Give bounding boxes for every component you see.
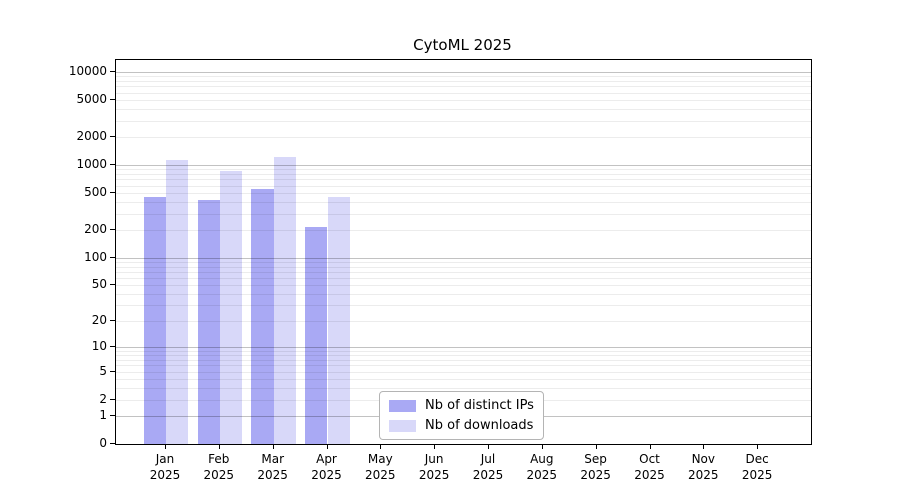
y-tick-label-20: 20 — [91, 313, 107, 327]
bar-distinct-ips-apr — [305, 226, 328, 444]
y-tick-mark — [110, 398, 115, 400]
y-tick-mark — [110, 99, 115, 100]
x-tick-year: 2025 — [580, 468, 611, 482]
x-tick-year: 2025 — [741, 468, 773, 482]
x-tick-mark — [703, 445, 705, 449]
legend-item-downloads: Nb of downloads — [389, 418, 534, 433]
bar-distinct-ips-feb — [197, 199, 220, 444]
y-tick-mark — [110, 284, 115, 286]
x-tick-label-feb: Feb 2025 — [187, 451, 251, 483]
x-tick-label-dec: Dec 2025 — [725, 451, 789, 483]
x-tick-mark — [326, 445, 328, 449]
bar-downloads-mar — [273, 156, 296, 444]
y-tick-mark — [110, 256, 115, 258]
x-tick-year: 2025 — [203, 468, 235, 482]
y-tick-label-0: 0 — [99, 436, 107, 450]
x-tick-year: 2025 — [634, 468, 665, 482]
x-tick-label-sep: Sep 2025 — [564, 451, 628, 483]
y-tick-label-5: 5 — [99, 363, 107, 378]
x-tick-label-oct: Oct 2025 — [618, 451, 682, 483]
bar-downloads-feb — [219, 171, 243, 444]
legend-swatch-downloads — [389, 419, 416, 432]
y-tick-mark — [110, 346, 115, 348]
legend-label-distinct-ips: Nb of distinct IPs — [425, 398, 534, 413]
bar-downloads-apr — [327, 197, 350, 444]
x-tick-label-may: May 2025 — [348, 451, 412, 483]
y-tick-mark — [110, 320, 115, 321]
x-tick-year: 2025 — [365, 468, 396, 482]
y-tick-label-1: 1 — [99, 408, 107, 422]
y-tick-mark — [110, 191, 115, 193]
x-tick-year: 2025 — [149, 468, 181, 482]
y-tick-label-100: 100 — [84, 249, 107, 264]
y-tick-mark — [110, 415, 115, 416]
x-tick-mark — [272, 445, 274, 449]
y-tick-mark — [110, 443, 115, 444]
x-tick-mark — [649, 445, 651, 449]
x-tick-mark — [380, 445, 382, 449]
x-tick-year: 2025 — [526, 468, 558, 482]
chart-title: CytoML 2025 — [413, 36, 512, 54]
y-tick-label-10: 10 — [91, 339, 107, 354]
bars-layer — [116, 60, 811, 444]
bar-downloads-jan — [166, 160, 189, 444]
x-tick-year: 2025 — [311, 468, 342, 482]
bar-distinct-ips-jan — [143, 197, 166, 444]
y-tick-label-5000: 5000 — [76, 92, 107, 106]
y-tick-label-2000: 2000 — [76, 129, 107, 143]
x-tick-mark — [434, 445, 436, 449]
x-tick-mark — [488, 445, 489, 449]
x-tick-mark — [541, 445, 543, 449]
legend-swatch-distinct-ips — [389, 399, 416, 412]
x-tick-mark — [757, 445, 759, 449]
legend-label-downloads: Nb of downloads — [425, 418, 534, 433]
x-tick-label-mar: Mar 2025 — [241, 451, 305, 483]
x-tick-year: 2025 — [418, 468, 450, 482]
y-tick-label-50: 50 — [91, 277, 107, 292]
plot-area: Nb of distinct IPs Nb of downloads — [115, 59, 812, 445]
x-tick-year: 2025 — [472, 468, 504, 482]
y-tick-label-1000: 1000 — [76, 157, 107, 171]
x-tick-year: 2025 — [257, 468, 288, 482]
x-tick-label-jun: Jun 2025 — [402, 451, 466, 483]
y-tick-mark — [110, 136, 115, 137]
y-tick-label-200: 200 — [84, 221, 107, 236]
y-tick-mark — [110, 71, 115, 72]
x-tick-mark — [595, 445, 597, 449]
y-tick-mark — [110, 164, 115, 165]
y-tick-mark — [110, 228, 115, 230]
x-tick-year: 2025 — [688, 468, 719, 482]
y-tick-label-2: 2 — [99, 391, 107, 406]
x-tick-label-nov: Nov 2025 — [671, 451, 735, 483]
x-tick-label-jan: Jan 2025 — [133, 451, 197, 483]
legend: Nb of distinct IPs Nb of downloads — [379, 391, 544, 440]
y-tick-label-10000: 10000 — [68, 64, 107, 78]
x-tick-label-aug: Aug 2025 — [510, 451, 574, 483]
x-tick-label-apr: Apr 2025 — [295, 451, 359, 483]
y-tick-mark — [110, 370, 115, 372]
legend-item-distinct-ips: Nb of distinct IPs — [389, 398, 534, 413]
x-tick-mark — [165, 445, 166, 449]
y-tick-label-500: 500 — [84, 184, 107, 199]
bar-distinct-ips-mar — [251, 189, 274, 444]
x-tick-label-jul: Jul 2025 — [456, 451, 520, 483]
x-tick-mark — [218, 445, 220, 449]
